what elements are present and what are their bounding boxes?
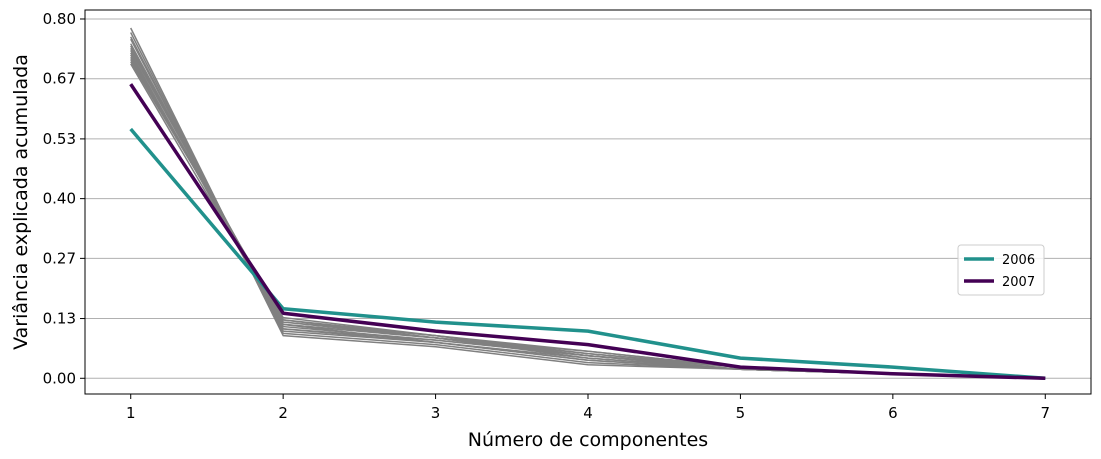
y-tick-label: 0.67 <box>43 70 76 88</box>
x-axis-ticks: 1 2 3 4 5 6 7 <box>126 394 1050 422</box>
y-axis-ticks: 0.00 0.13 0.27 0.40 0.53 0.67 0.80 <box>43 10 85 387</box>
background-series-line <box>130 50 1046 380</box>
background-series-line <box>130 32 1046 380</box>
background-series-line <box>130 27 1046 380</box>
x-tick-label: 6 <box>888 404 898 422</box>
series-line-2007 <box>129 83 1046 381</box>
grid-lines <box>85 18 1091 379</box>
highlighted-series <box>129 83 1046 381</box>
legend: 2006 2007 <box>957 244 1045 296</box>
y-tick-label: 0.40 <box>43 190 76 208</box>
y-tick-label: 0.27 <box>43 249 76 267</box>
background-series-line <box>130 47 1046 380</box>
y-tick-label: 0.80 <box>43 10 76 28</box>
background-series-line <box>130 43 1046 380</box>
x-tick-label: 4 <box>583 404 593 422</box>
x-tick-label: 3 <box>431 404 441 422</box>
x-tick-label: 1 <box>126 404 136 422</box>
legend-label-2007: 2007 <box>1002 275 1035 290</box>
background-series <box>130 27 1046 380</box>
y-tick-label: 0.00 <box>43 369 76 387</box>
background-series-line <box>130 36 1046 380</box>
legend-label-2006: 2006 <box>1002 253 1035 268</box>
y-tick-label: 0.13 <box>43 310 76 328</box>
y-axis-label: Variância explicada acumulada <box>10 54 32 350</box>
x-tick-label: 5 <box>736 404 746 422</box>
background-series-line <box>130 45 1046 380</box>
x-axis-label: Número de componentes <box>468 429 708 451</box>
background-series-line <box>130 38 1046 380</box>
x-tick-label: 7 <box>1040 404 1050 422</box>
y-tick-label: 0.53 <box>43 130 76 148</box>
plot-frame <box>84 9 1092 395</box>
x-tick-label: 2 <box>278 404 288 422</box>
series-line-2006 <box>129 127 1046 381</box>
